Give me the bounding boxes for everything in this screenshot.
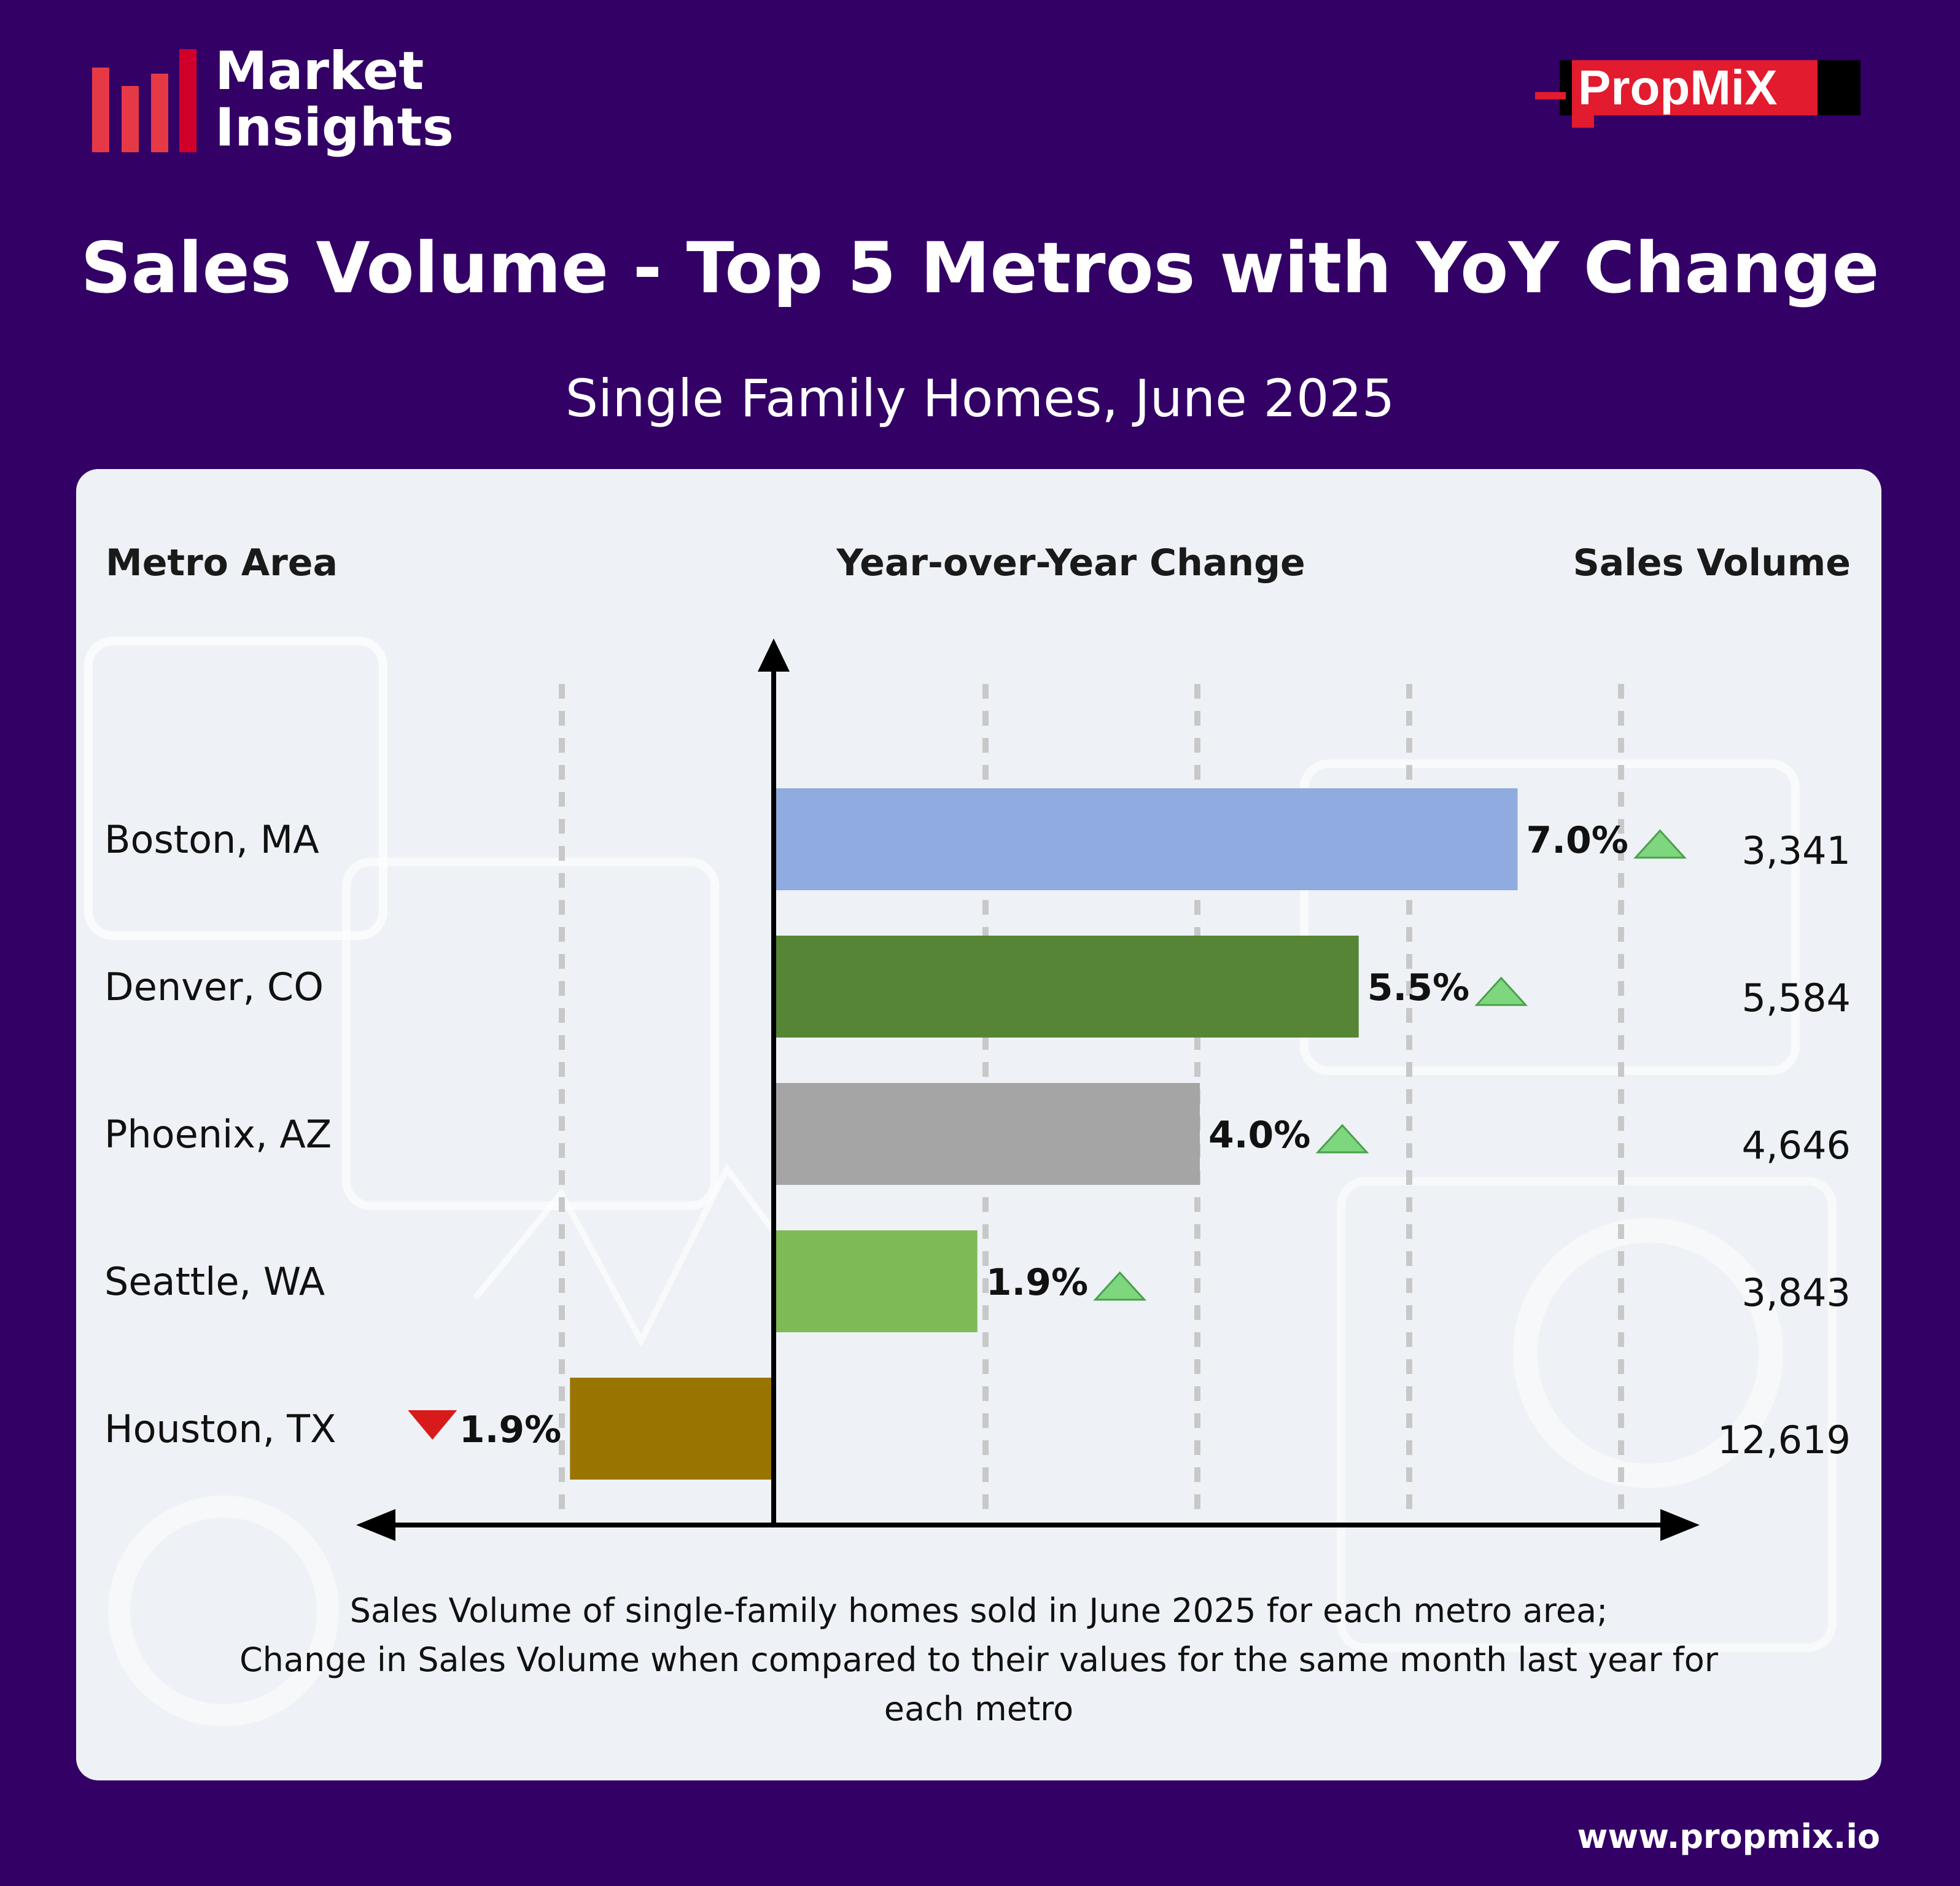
bar	[776, 788, 1518, 890]
up-triangle-icon	[1093, 1271, 1147, 1301]
propmix-logo-text: PropMiX	[1578, 60, 1777, 115]
bar	[570, 1378, 771, 1480]
y-axis-arrow-icon	[758, 638, 790, 672]
page-title: Sales Volume - Top 5 Metros with YoY Cha…	[80, 227, 1880, 309]
up-triangle-icon	[1474, 976, 1528, 1006]
bar	[776, 936, 1359, 1038]
sales-volume-label: 5,584	[1742, 976, 1851, 1020]
sales-volume-label: 3,843	[1742, 1270, 1851, 1315]
data-label: 4.0%	[1208, 1114, 1310, 1157]
sales-volume-label: 4,646	[1742, 1123, 1851, 1168]
data-label: 5.5%	[1367, 966, 1469, 1009]
up-triangle-icon	[1315, 1123, 1369, 1154]
up-triangle-icon	[1633, 829, 1687, 859]
sales-volume-label: 3,341	[1742, 828, 1851, 873]
brand-line2: Insights	[215, 97, 454, 158]
x-axis-left-arrow-icon	[356, 1509, 395, 1541]
data-label: 1.9%	[986, 1261, 1088, 1304]
sales-volume-header: Sales Volume	[1573, 541, 1851, 584]
category-label: Houston, TX	[104, 1407, 336, 1451]
website-link[interactable]: www.propmix.io	[1577, 1817, 1881, 1856]
brand-line1: Market	[215, 41, 424, 102]
brand-text: Market Insights	[215, 43, 454, 156]
decorative-background	[84, 637, 1837, 1726]
bar	[776, 1230, 978, 1332]
sales-volume-label: 12,619	[1717, 1418, 1851, 1462]
chart-caption: Sales Volume of single-family homes sold…	[199, 1586, 1759, 1734]
down-triangle-icon	[408, 1410, 457, 1440]
yoy-change-header: Year-over-Year Change	[836, 541, 1305, 584]
chart-card: Metro Area Year-over-Year Change Sales V…	[76, 469, 1881, 1780]
metro-area-header: Metro Area	[106, 541, 338, 584]
category-label: Phoenix, AZ	[104, 1112, 332, 1157]
bar-chart-logo-icon	[92, 49, 196, 152]
x-axis-right-arrow-icon	[1660, 1509, 1700, 1541]
category-label: Boston, MA	[104, 817, 319, 862]
caption-line-1: Sales Volume of single-family homes sold…	[349, 1591, 1608, 1630]
caption-line-2: Change in Sales Volume when compared to …	[239, 1640, 1719, 1679]
category-label: Seattle, WA	[104, 1259, 325, 1304]
category-label: Denver, CO	[104, 964, 324, 1009]
data-label: 1.9%	[459, 1408, 561, 1451]
propmix-logo: PropMiX	[1535, 60, 1861, 128]
data-label: 7.0%	[1526, 819, 1628, 862]
caption-line-3: each metro	[884, 1690, 1074, 1728]
page-subtitle: Single Family Homes, June 2025	[565, 368, 1395, 429]
bar	[776, 1083, 1200, 1185]
yoy-bar-chart: Boston, MA 3,341 7.0% Denver, CO 5,584 5.5% Ph…	[104, 638, 1851, 1541]
market-insights-logo: Market Insights	[92, 43, 461, 166]
